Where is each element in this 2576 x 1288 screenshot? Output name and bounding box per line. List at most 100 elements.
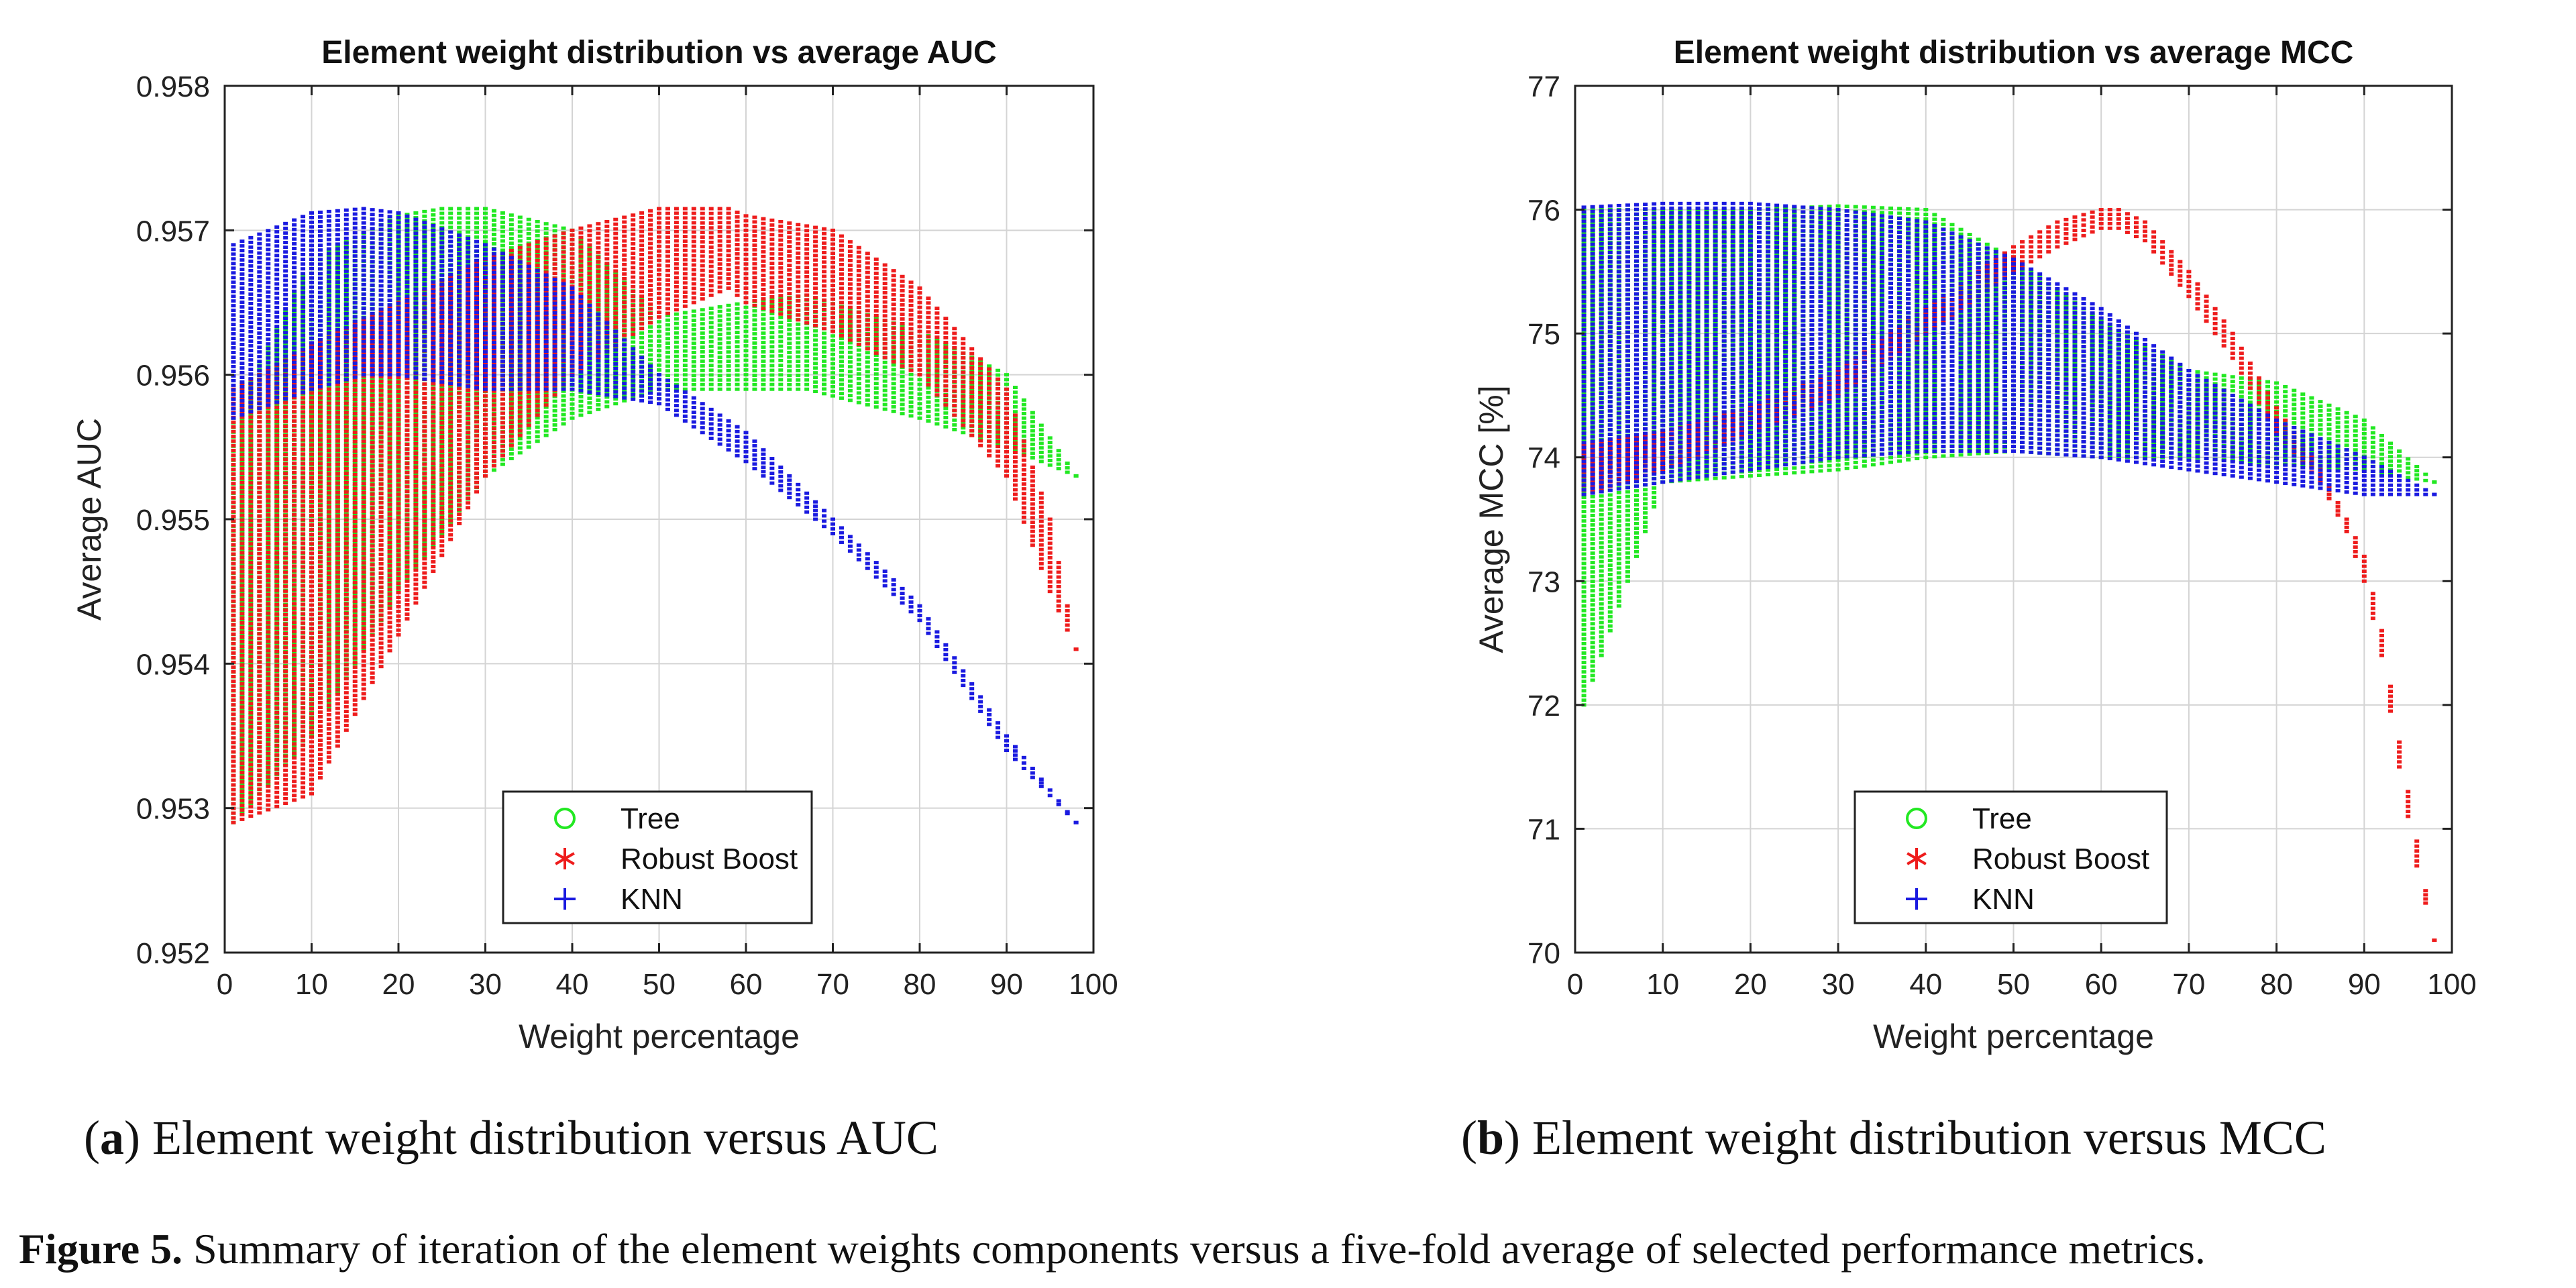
data-point xyxy=(682,339,688,343)
data-point xyxy=(561,226,566,230)
data-point xyxy=(526,412,531,416)
data-point xyxy=(778,325,784,329)
data-point xyxy=(961,426,966,430)
data-point xyxy=(266,438,271,442)
data-point xyxy=(708,382,714,386)
data-point xyxy=(439,400,445,404)
data-point xyxy=(239,392,245,396)
data-point xyxy=(239,741,245,745)
data-point xyxy=(361,517,366,521)
data-point xyxy=(292,377,297,381)
data-point xyxy=(752,313,757,317)
data-point xyxy=(239,560,245,564)
data-point xyxy=(769,335,775,339)
data-point xyxy=(326,621,331,625)
data-point xyxy=(491,223,496,227)
data-point xyxy=(570,397,575,401)
data-point xyxy=(856,382,861,386)
data-point xyxy=(752,323,757,327)
data-point xyxy=(839,387,844,391)
data-point xyxy=(335,409,340,413)
data-point xyxy=(301,560,306,564)
data-point xyxy=(335,573,340,577)
data-point xyxy=(674,382,679,386)
data-point xyxy=(257,481,262,485)
data-point xyxy=(274,701,280,705)
data-point xyxy=(361,376,366,380)
data-point xyxy=(239,537,245,541)
data-point xyxy=(292,433,297,437)
data-point xyxy=(561,357,566,361)
data-point xyxy=(239,747,245,751)
data-point xyxy=(596,291,601,295)
data-point xyxy=(761,354,766,358)
data-point xyxy=(448,403,453,407)
data-point xyxy=(873,329,879,333)
data-point xyxy=(708,330,714,334)
data-point xyxy=(387,585,392,589)
data-point xyxy=(639,331,645,335)
data-point xyxy=(248,666,254,670)
data-point xyxy=(231,599,236,603)
data-point xyxy=(457,297,462,301)
data-point xyxy=(361,586,366,590)
data-point xyxy=(604,291,610,295)
data-point xyxy=(891,382,896,386)
data-point xyxy=(335,667,340,671)
data-point xyxy=(248,495,254,499)
data-point xyxy=(596,329,601,333)
data-point xyxy=(231,580,236,584)
data-point xyxy=(266,765,271,769)
data-point xyxy=(326,564,331,568)
data-point xyxy=(604,372,610,376)
data-point xyxy=(292,447,297,451)
data-point xyxy=(474,230,480,234)
data-point xyxy=(239,790,245,794)
data-point xyxy=(822,341,827,345)
data-point xyxy=(787,369,792,373)
data-point xyxy=(248,697,254,701)
data-point xyxy=(231,703,236,707)
data-point xyxy=(301,504,306,508)
data-point xyxy=(882,365,888,369)
data-point xyxy=(257,806,262,810)
data-point xyxy=(335,629,340,633)
data-point xyxy=(292,733,297,737)
data-point xyxy=(257,769,262,773)
data-point xyxy=(587,250,592,254)
data-point xyxy=(483,207,488,211)
data-point xyxy=(448,417,453,421)
data-point xyxy=(978,374,983,378)
data-point xyxy=(231,755,236,759)
data-point xyxy=(283,584,288,588)
data-point xyxy=(239,628,245,632)
data-point xyxy=(231,783,236,787)
data-point xyxy=(283,490,288,494)
data-point xyxy=(248,553,254,557)
data-point xyxy=(1030,438,1035,442)
data-point xyxy=(961,407,966,411)
data-point xyxy=(248,531,254,535)
data-point xyxy=(274,435,280,439)
data-point xyxy=(292,372,297,376)
data-point xyxy=(283,429,288,433)
data-point xyxy=(422,280,427,284)
data-point xyxy=(726,303,731,307)
data-point xyxy=(274,471,280,475)
data-point xyxy=(535,407,540,411)
data-point xyxy=(283,410,288,414)
data-point xyxy=(561,422,566,426)
data-point xyxy=(926,386,931,390)
data-point xyxy=(813,362,818,366)
data-point xyxy=(301,565,306,569)
data-point xyxy=(735,373,740,377)
data-point xyxy=(873,396,879,400)
data-point xyxy=(343,432,349,436)
data-point xyxy=(726,322,731,326)
data-point xyxy=(1021,407,1026,411)
data-point xyxy=(301,607,306,611)
data-point xyxy=(830,362,835,366)
data-point xyxy=(239,549,245,553)
data-point xyxy=(266,719,271,723)
data-point xyxy=(735,387,740,391)
